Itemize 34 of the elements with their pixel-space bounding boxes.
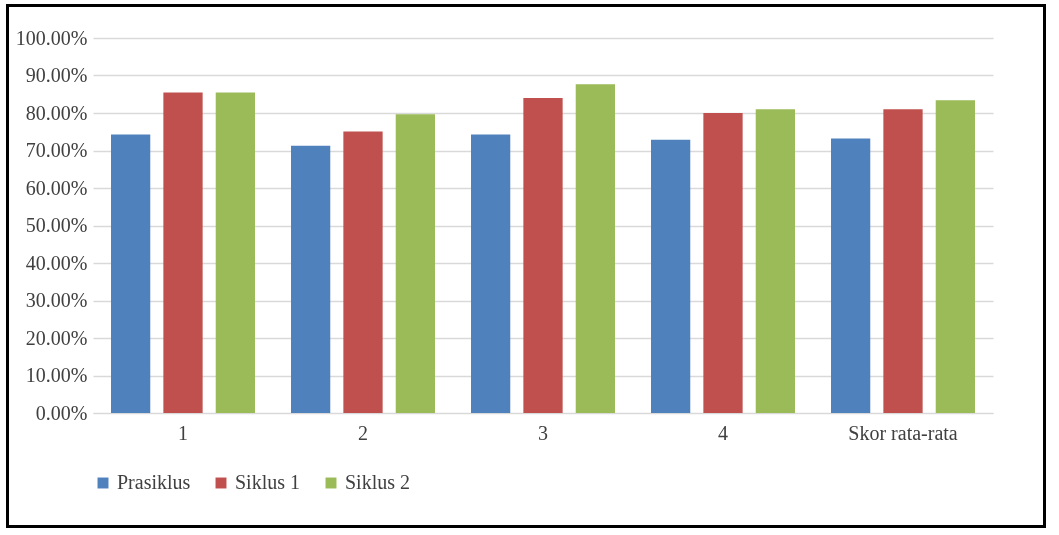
bar (523, 98, 563, 413)
bar (111, 134, 151, 413)
bar (291, 145, 331, 413)
x-tick-label: 1 (178, 421, 188, 444)
legend-label: Siklus 2 (345, 471, 411, 493)
bar (703, 113, 743, 413)
bar (471, 134, 511, 413)
x-tick-label: Skor rata-rata (848, 421, 958, 444)
y-tick-label: 50.00% (25, 214, 88, 236)
y-tick-label: 30.00% (25, 289, 88, 311)
bar (395, 114, 435, 413)
bar (343, 131, 383, 413)
legend-label: Siklus 1 (235, 471, 301, 493)
bar (935, 100, 975, 413)
bar (215, 92, 255, 413)
x-tick-label: 2 (358, 421, 368, 444)
x-tick-label: 4 (718, 421, 728, 444)
y-tick-label: 20.00% (25, 326, 88, 349)
x-tick-label: 3 (538, 421, 548, 444)
legend-label: Prasiklus (117, 471, 191, 493)
y-tick-label: 90.00% (25, 64, 88, 86)
y-tick-label: 70.00% (25, 139, 88, 161)
y-tick-label: 80.00% (25, 101, 88, 124)
bar (651, 139, 691, 413)
y-tick-label: 0.00% (35, 401, 88, 424)
bar (831, 138, 871, 413)
bar (163, 92, 203, 413)
y-tick-label: 60.00% (25, 176, 88, 199)
y-tick-label: 100.00% (15, 26, 88, 49)
y-tick-label: 10.00% (25, 364, 88, 386)
bar (575, 84, 615, 413)
y-tick-label: 40.00% (25, 251, 88, 274)
bar (883, 109, 923, 413)
bar (755, 109, 795, 413)
